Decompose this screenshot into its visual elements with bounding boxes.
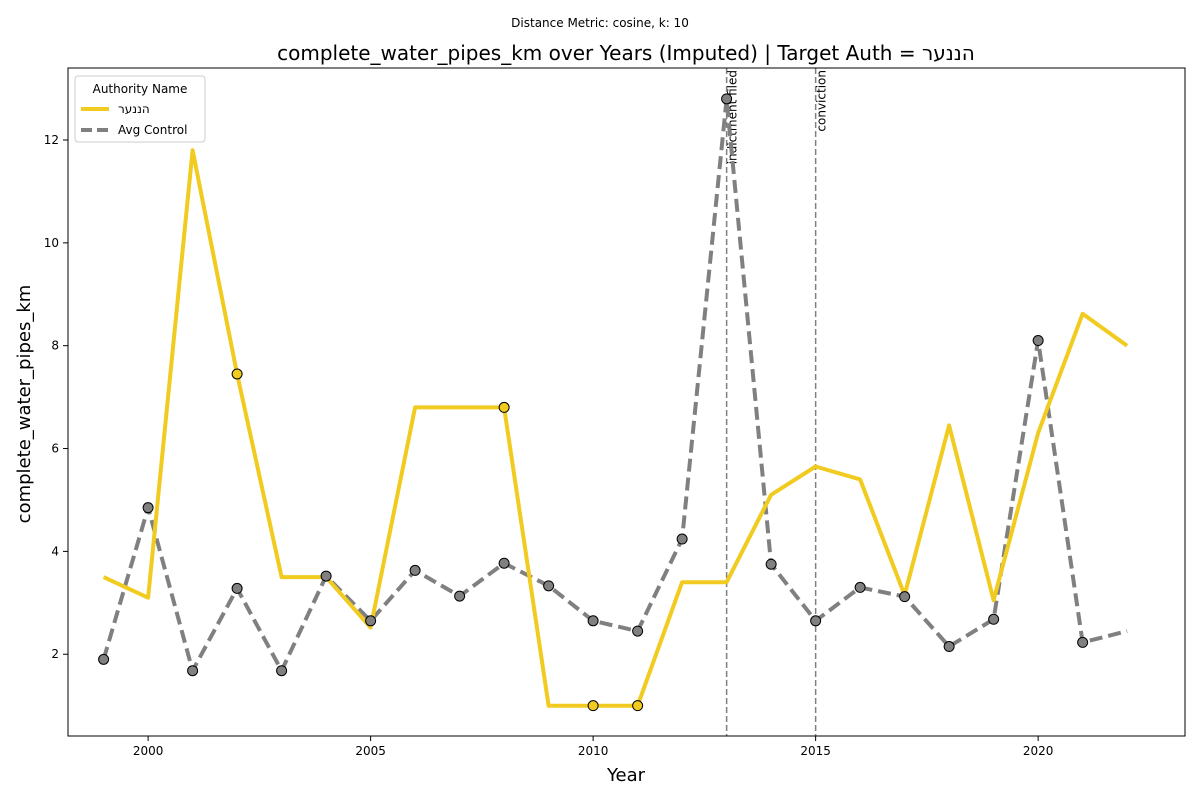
event-label: conviction <box>815 70 829 132</box>
data-point <box>142 502 154 514</box>
data-point <box>1077 636 1089 648</box>
data-point <box>676 533 688 545</box>
data-point <box>320 570 332 582</box>
series-layer <box>98 93 1129 712</box>
series-line <box>102 148 1129 708</box>
x-tick-label: 2000 <box>133 744 164 758</box>
y-tick-label: 12 <box>44 133 59 147</box>
x-tick-label: 2020 <box>1023 744 1054 758</box>
y-tick-label: 10 <box>44 236 59 250</box>
event-label: indictment filed <box>726 70 740 164</box>
legend-label-control: Avg Control <box>118 123 187 137</box>
event-lines: indictment filed conviction <box>726 68 829 736</box>
axes-frame <box>67 67 1186 737</box>
data-point <box>98 653 110 665</box>
y-tick-label: 4 <box>51 544 59 558</box>
legend: Authority Name הננער Avg Control <box>74 75 206 143</box>
data-point <box>765 558 777 570</box>
data-point <box>721 93 733 105</box>
x-tick-label: 2015 <box>800 744 831 758</box>
data-point <box>187 665 199 677</box>
data-point <box>543 580 555 592</box>
data-point <box>943 641 955 653</box>
y-axis-label: complete_water_pipes_km <box>14 285 35 524</box>
chart-suptitle: Distance Metric: cosine, k: 10 <box>511 16 689 30</box>
legend-label-target: הננער <box>118 102 150 116</box>
series-line <box>101 96 1128 673</box>
y-tick-label: 8 <box>51 339 59 353</box>
data-point <box>854 581 866 593</box>
axis-ticks: 2000 2005 2010 2015 2020 2 4 6 8 10 12 <box>44 133 1054 758</box>
data-point <box>231 582 243 594</box>
data-point <box>498 401 510 413</box>
data-point <box>276 665 288 677</box>
data-point <box>365 615 377 627</box>
data-point <box>498 557 510 569</box>
data-point <box>587 700 599 712</box>
data-point <box>409 564 421 576</box>
legend-box <box>74 75 206 143</box>
data-point <box>587 615 599 627</box>
data-point <box>632 700 644 712</box>
y-tick-label: 2 <box>51 647 59 661</box>
data-point <box>454 590 466 602</box>
legend-title: Authority Name <box>93 82 188 96</box>
x-axis-label: Year <box>606 765 646 786</box>
data-point <box>810 615 822 627</box>
data-point <box>1032 335 1044 347</box>
data-point <box>988 613 1000 625</box>
x-tick-label: 2005 <box>355 744 386 758</box>
data-point <box>899 591 911 603</box>
data-point <box>632 625 644 637</box>
y-tick-label: 6 <box>51 442 59 456</box>
x-tick-label: 2010 <box>578 744 609 758</box>
data-point <box>231 368 243 380</box>
chart-title: complete_water_pipes_km over Years (Impu… <box>277 41 975 65</box>
